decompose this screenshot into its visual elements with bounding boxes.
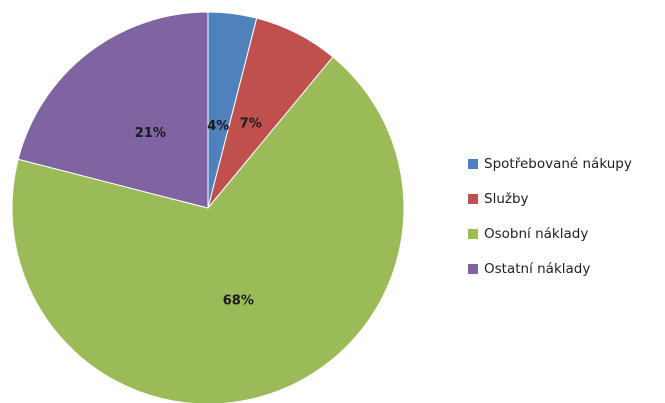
legend-swatch-ostatni-naklady [468,263,478,274]
pie-slice-ostatni-naklady [17,11,209,209]
pie-slice-osobni-naklady [11,56,405,403]
legend-label-sluzby: Služby [484,190,529,207]
legend: Spotřebované nákupy Služby Osobní náklad… [468,146,632,286]
legend-label-osobni-naklady: Osobní náklady [484,225,589,242]
legend-swatch-osobni-naklady [468,228,478,239]
legend-item-ostatni-naklady: Ostatní náklady [468,251,632,286]
slice-label-ostatni-naklady: 21% [135,126,166,141]
legend-swatch-spotrebovane-nakupy [468,158,478,169]
legend-label-spotrebovane-nakupy: Spotřebované nákupy [484,155,632,172]
legend-swatch-sluzby [468,193,478,204]
legend-item-spotrebovane-nakupy: Spotřebované nákupy [468,146,632,181]
slice-label-osobni-naklady: 68% [223,294,254,309]
legend-label-ostatni-naklady: Ostatní náklady [484,260,591,277]
slice-label-sluzby: 7% [240,117,262,132]
slice-label-spotrebovane-nakupy: 4% [207,119,229,134]
legend-item-osobni-naklady: Osobní náklady [468,216,632,251]
legend-item-sluzby: Služby [468,181,632,216]
